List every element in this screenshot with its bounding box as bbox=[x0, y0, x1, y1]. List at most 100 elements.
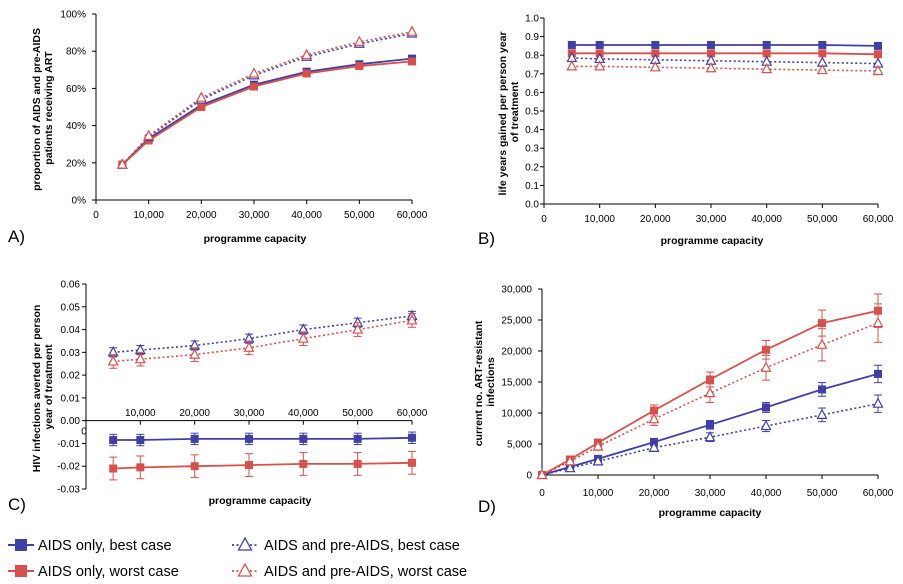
panel-b-letter: B) bbox=[478, 229, 495, 248]
data-point bbox=[762, 345, 770, 354]
x-tick-label: 20,000 bbox=[179, 408, 210, 419]
legend-label-aids-worst: AIDS only, worst case bbox=[38, 564, 179, 580]
legend-line-pre-best bbox=[232, 536, 258, 551]
data-point bbox=[816, 338, 828, 349]
y-tick-label: 60% bbox=[66, 84, 86, 95]
panel-d-ylabel-line-2: infections bbox=[485, 357, 497, 407]
panel-c-ylabel: HIV infections averted per person year o… bbox=[31, 302, 55, 472]
series-line bbox=[571, 52, 879, 56]
legend-label-aids-best: AIDS only, best case bbox=[38, 538, 172, 554]
series-line bbox=[121, 60, 413, 166]
y-tick-label: 0.5 bbox=[525, 107, 539, 118]
series-line bbox=[121, 57, 413, 166]
legend-line-aids-worst bbox=[8, 565, 34, 577]
y-tick-label: 20,000 bbox=[501, 347, 532, 358]
x-tick-label: 40,000 bbox=[751, 214, 782, 225]
legend-marker bbox=[15, 565, 27, 577]
data-point bbox=[651, 40, 660, 49]
data-point bbox=[706, 375, 714, 384]
y-tick-label: 0.8 bbox=[525, 51, 539, 62]
y-tick-label: 100% bbox=[60, 10, 86, 21]
data-point bbox=[760, 419, 772, 431]
data-point bbox=[301, 48, 313, 60]
legend-marker bbox=[237, 536, 253, 551]
legend-item-aids-worst: AIDS only, worst case bbox=[8, 564, 179, 580]
data-point bbox=[195, 91, 207, 102]
y-tick-label: 0.00 bbox=[61, 416, 81, 427]
y-tick-label: 0.01 bbox=[61, 393, 81, 404]
data-point bbox=[136, 436, 145, 445]
data-point bbox=[872, 64, 884, 76]
data-point bbox=[134, 352, 146, 364]
x-tick-label: 0 bbox=[81, 427, 87, 438]
data-point bbox=[353, 35, 365, 46]
legend-marker bbox=[237, 562, 253, 577]
y-tick-label: 0.2 bbox=[525, 162, 539, 173]
x-tick-label: 20,000 bbox=[639, 488, 670, 499]
y-tick-label: -0.03 bbox=[57, 485, 80, 496]
x-tick-label: 60,000 bbox=[863, 488, 894, 499]
series-pre-worst bbox=[107, 313, 418, 369]
series-pre-best bbox=[107, 309, 418, 358]
x-tick-label: 10,000 bbox=[125, 408, 156, 419]
x-tick-label: 20,000 bbox=[640, 214, 671, 225]
series-aids-worst bbox=[118, 57, 416, 169]
series-aids-worst bbox=[567, 49, 882, 59]
data-point bbox=[648, 412, 660, 424]
data-point bbox=[245, 461, 253, 470]
x-tick-label: 0 bbox=[93, 210, 99, 221]
series-line bbox=[113, 315, 413, 354]
series-pre-best bbox=[566, 51, 884, 68]
data-point bbox=[564, 461, 576, 473]
panel-a-xlabel: programme capacity bbox=[204, 233, 307, 245]
data-point bbox=[592, 440, 604, 451]
y-tick-label: 0.3 bbox=[525, 144, 539, 155]
legend-line-pre-worst bbox=[232, 562, 258, 577]
legend-item-aids-best: AIDS only, best case bbox=[8, 538, 172, 554]
x-tick-label: 10,000 bbox=[133, 210, 164, 221]
series-line bbox=[121, 32, 413, 166]
panel-a-ylabel-line-1: proportion of AIDS and pre-AIDS bbox=[31, 28, 43, 191]
data-point bbox=[189, 348, 201, 359]
data-point bbox=[707, 40, 715, 49]
legend-marker bbox=[15, 539, 27, 551]
y-tick-label: 0.05 bbox=[61, 302, 81, 313]
data-point bbox=[874, 41, 882, 50]
x-tick-label: 0 bbox=[539, 488, 545, 499]
data-point bbox=[408, 433, 416, 442]
data-point bbox=[190, 462, 199, 471]
data-point bbox=[705, 61, 717, 73]
y-tick-label: 10,000 bbox=[501, 409, 532, 420]
panel-b-xlabel: programme capacity bbox=[661, 235, 764, 247]
series-line bbox=[571, 44, 879, 47]
data-point bbox=[564, 455, 576, 466]
panel-0-axes: 0% 20% 40% 60% 80% 100% 0 10,000 20,000 30,000 40,… bbox=[60, 10, 427, 222]
data-point bbox=[109, 436, 118, 445]
y-tick-label: 30,000 bbox=[501, 285, 532, 296]
panel-2-axes: -0.03 -0.02 -0.01 0.00 0.01 0.02 0.03 0.04 0.05 0… bbox=[57, 280, 428, 496]
panel-a-letter: A) bbox=[8, 227, 25, 246]
data-point bbox=[408, 57, 416, 66]
y-tick-label: 0% bbox=[72, 196, 87, 207]
panel-d-ylabel-line-1: current no. ART-resistant bbox=[473, 320, 485, 446]
series-line bbox=[541, 322, 879, 476]
panel-c-ylabel-line-2: year of treatment bbox=[43, 344, 55, 430]
data-point bbox=[567, 40, 576, 49]
y-tick-label: 0.03 bbox=[61, 348, 81, 359]
data-point bbox=[704, 386, 716, 398]
y-tick-label: 0.7 bbox=[525, 69, 539, 80]
x-tick-label: 60,000 bbox=[863, 214, 894, 225]
y-tick-label: 20% bbox=[66, 158, 86, 169]
series-line bbox=[113, 461, 413, 470]
series-aids-worst bbox=[109, 450, 416, 481]
data-point bbox=[190, 434, 199, 443]
panel-b-ylabel-line-2: of treatment bbox=[509, 81, 521, 142]
data-point bbox=[816, 63, 828, 75]
data-point bbox=[566, 60, 578, 71]
data-point bbox=[818, 49, 827, 58]
data-point bbox=[408, 458, 416, 467]
panel-a-ylabel-line-2: patients receiving ART bbox=[43, 51, 55, 165]
y-tick-label: 0.04 bbox=[61, 325, 81, 336]
data-point bbox=[197, 103, 206, 111]
data-point bbox=[651, 49, 660, 58]
